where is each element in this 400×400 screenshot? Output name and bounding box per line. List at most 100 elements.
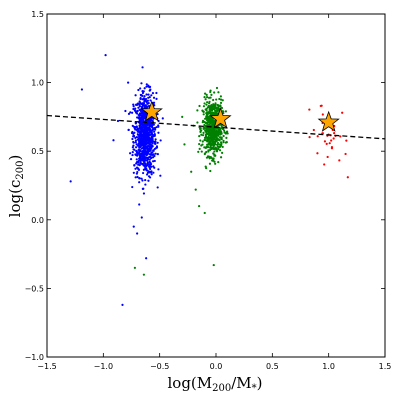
data-point-series-3 [341,111,344,114]
data-point-series-1 [151,91,155,95]
data-point-series-2 [205,132,208,135]
data-point-series-1 [141,140,144,143]
x-tick-label: 1.5 [379,362,392,371]
data-point-series-1 [157,131,160,134]
data-point-series-1 [145,125,148,128]
data-point-series-1 [156,141,159,144]
data-point-series-1 [135,143,138,146]
data-point-series-1 [129,158,133,161]
data-point-series-1 [148,166,151,169]
data-point-series-1 [139,114,142,117]
data-point-series-2 [206,137,209,140]
data-point-series-2 [205,109,208,112]
data-point-series-2 [209,96,212,99]
data-point-series-1 [80,88,84,91]
data-point-series-1 [136,232,139,235]
data-point-series-2 [221,99,224,102]
data-point-series-1 [140,116,143,119]
data-point-series-2 [214,139,217,142]
data-point-series-2 [224,110,228,113]
data-point-series-2 [214,141,217,144]
data-point-series-1 [144,162,147,165]
data-point-series-2 [201,143,204,146]
data-point-series-1 [139,161,142,164]
data-point-series-1 [138,118,141,121]
data-point-series-1 [145,173,149,176]
data-point-series-2 [215,107,218,110]
data-point-series-1 [139,142,142,145]
data-point-series-1 [136,175,139,179]
data-point-series-1 [147,147,151,150]
data-point-series-1 [145,100,148,103]
data-point-series-2 [202,113,205,116]
data-point-series-1 [143,87,146,90]
data-point-series-1 [140,177,143,180]
data-point-series-1 [150,156,153,160]
data-point-series-1 [141,187,144,190]
data-point-series-1 [144,136,147,139]
data-point-series-1 [146,106,149,109]
data-point-series-2 [216,145,219,148]
data-point-series-1 [133,148,136,151]
data-point-series-2 [218,131,221,134]
data-point-series-2 [202,127,205,130]
data-point-series-1 [112,139,115,142]
data-point-series-2 [199,130,202,134]
data-point-series-3 [344,152,347,156]
data-point-series-1 [145,142,148,145]
data-point-series-1 [131,151,134,154]
data-point-series-1 [141,91,145,95]
data-point-series-1 [142,119,145,122]
data-point-series-1 [152,171,155,174]
data-point-series-2 [219,101,223,105]
data-point-series-1 [142,97,145,100]
data-point-series-2 [211,123,214,127]
data-point-series-1 [134,139,138,142]
data-point-series-1 [148,96,151,99]
data-point-series-1 [129,152,132,155]
data-point-series-1 [143,144,146,147]
data-point-series-1 [138,103,141,106]
data-point-series-3 [319,104,322,108]
data-point-series-2 [221,145,224,149]
data-point-series-2 [203,102,206,105]
data-point-series-1 [146,134,149,137]
data-point-series-2 [220,131,223,134]
data-point-series-1 [144,178,147,182]
data-point-series-2 [214,103,217,106]
data-point-series-1 [132,103,135,106]
data-point-series-2 [218,143,221,146]
star-marker-3 [317,110,340,132]
data-point-series-2 [220,125,224,129]
data-point-series-1 [156,186,159,189]
data-point-series-1 [137,106,140,109]
data-point-series-1 [150,151,153,154]
data-point-series-1 [139,130,142,133]
data-point-series-2 [214,105,217,109]
data-point-series-2 [204,98,207,101]
data-point-series-1 [143,164,146,167]
data-point-series-1 [144,183,147,186]
data-point-series-2 [218,149,222,152]
data-point-series-1 [142,148,146,151]
data-point-series-1 [147,85,150,88]
y-axis-label: log(c200) [6,155,26,218]
y-tick-label: 1.0 [31,79,44,88]
data-point-series-1 [148,144,151,148]
data-point-series-2 [205,95,209,99]
data-point-series-1 [146,99,149,102]
data-point-series-1 [135,135,139,139]
data-point-series-2 [210,109,213,112]
data-point-series-2 [206,155,210,158]
data-point-series-1 [127,128,130,132]
data-point-series-2 [205,116,208,119]
data-point-series-1 [143,100,146,103]
x-axis-label: log(M200/M*) [167,374,262,394]
data-point-series-1 [142,192,146,195]
y-tick-label: 1.5 [31,10,44,19]
data-point-series-1 [141,133,144,136]
data-point-series-2 [217,104,220,107]
data-point-series-1 [149,99,152,102]
data-point-series-2 [203,95,206,99]
data-point-series-1 [143,95,146,98]
